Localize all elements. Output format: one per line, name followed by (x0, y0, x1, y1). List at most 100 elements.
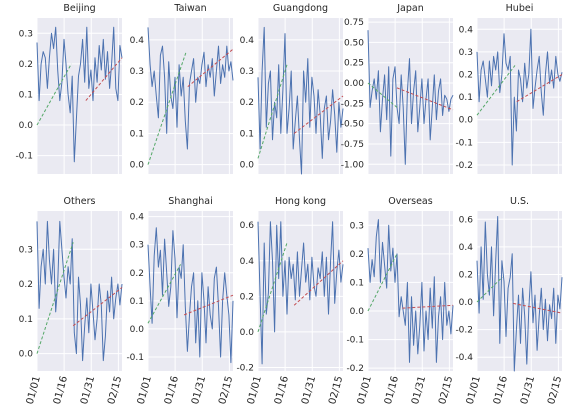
panel-title: Others (64, 196, 96, 207)
y-tick-label: 0.3 (19, 29, 33, 39)
y-tick-label: 0.0 (240, 161, 255, 171)
trend-line-early (36, 63, 72, 126)
series-line (367, 219, 454, 363)
x-tick-label: 01/31 (300, 375, 318, 406)
panel-others: 0.0 0.1 0.2 0.3 Others 01/01 01/16 01/31 02/15 (19, 196, 125, 406)
plot-area (368, 211, 453, 371)
plot-area (148, 18, 233, 174)
x-tick-label: 01/31 (79, 375, 97, 406)
y-tick-label: 0.0 (130, 325, 145, 335)
series-line (367, 30, 454, 165)
y-tick-label: -0.25 (341, 99, 364, 109)
y-tick-label: 0.0 (240, 328, 255, 338)
series-line (147, 27, 234, 150)
y-tick-label: -0.2 (236, 363, 254, 373)
panel-title: Beijing (63, 3, 95, 14)
trend-line-late (396, 87, 454, 111)
y-tick-label: -0.75 (341, 140, 364, 150)
y-tick-label: -0.50 (341, 120, 365, 130)
y-tick-label: 0.2 (130, 269, 144, 279)
trend-line-early (257, 64, 288, 159)
y-tick-label: 0.2 (459, 270, 473, 280)
y-tick-label: 0.75 (344, 18, 364, 28)
x-tick-label: 02/15 (546, 375, 564, 406)
y-tick-label: 0.4 (459, 243, 474, 253)
x-tick-label: 01/31 (519, 375, 537, 406)
y-tick-label: 0.0 (459, 116, 474, 126)
x-tick-label: 01/16 (383, 375, 401, 406)
x-tick-label: 01/01 (25, 375, 43, 406)
panel-u-s-: -0.4 -0.2 0.0 0.2 0.4 0.6 U.S. 01/01 01/16 01/31 0… (455, 196, 564, 406)
y-tick-label: -0.1 (126, 353, 144, 363)
y-tick-label: 0.4 (240, 257, 255, 267)
y-tick-label: 0.0 (130, 161, 145, 171)
y-tick-label: 0.2 (130, 98, 144, 108)
plot-area (477, 211, 562, 371)
trend-line-early (476, 65, 516, 116)
trend-line-early (147, 264, 181, 324)
x-tick-label: 02/15 (437, 375, 455, 406)
trend-line-early (36, 242, 74, 354)
y-tick-label: 0.0 (350, 307, 365, 317)
series-line (476, 28, 563, 166)
x-tick-label: 02/15 (217, 375, 235, 406)
y-tick-label: 0.2 (240, 98, 254, 108)
trend-line-late (183, 294, 234, 316)
y-tick-label: 0.2 (459, 71, 473, 81)
y-tick-label: -0.2 (346, 364, 364, 374)
x-tick-label: 01/16 (163, 375, 181, 406)
panel-guangdong: 0.0 0.1 0.2 0.3 0.4 Guangdong (240, 3, 344, 175)
y-tick-label: -0.1 (455, 138, 473, 148)
x-tick-label: 01/01 (246, 375, 264, 406)
y-tick-label: 0.2 (19, 60, 33, 70)
plot-area (37, 18, 122, 174)
x-tick-label: 01/16 (52, 375, 70, 406)
y-tick-label: 0.3 (240, 67, 254, 77)
trend-line-late (402, 304, 454, 309)
trend-line-early (367, 82, 398, 108)
y-tick-label: -0.1 (346, 336, 364, 346)
panel-shanghai: -0.1 0.0 0.1 0.2 0.3 0.4 Shanghai 01/01 01/16 01/… (126, 196, 235, 406)
x-tick-label: 01/16 (492, 375, 510, 406)
trend-line-early (367, 253, 398, 312)
plot-area (258, 18, 343, 174)
x-tick-label: 01/16 (273, 375, 291, 406)
y-tick-label: 0.3 (19, 245, 33, 255)
y-tick-label: 0.1 (19, 315, 33, 325)
y-tick-label: 0.4 (240, 36, 255, 46)
series-line (36, 220, 123, 362)
y-tick-label: 0.1 (459, 93, 473, 103)
y-tick-label: 0.1 (240, 129, 254, 139)
y-tick-label: 0.3 (459, 48, 473, 58)
plot-area (258, 211, 343, 371)
y-tick-label: 0.1 (130, 129, 144, 139)
y-tick-label: 0.4 (130, 213, 145, 223)
y-tick-label: 0.2 (350, 250, 364, 260)
y-tick-label: 0.6 (459, 215, 474, 225)
trend-line-late (293, 260, 344, 306)
series-line (36, 26, 123, 163)
panel-title: Taiwan (173, 3, 206, 14)
y-tick-label: 0.3 (350, 221, 364, 231)
x-tick-label: 02/15 (327, 375, 345, 406)
x-tick-label: 01/31 (410, 375, 428, 406)
y-tick-label: 0.3 (130, 67, 144, 77)
trend-line-late (293, 95, 344, 134)
trend-line-early (476, 276, 503, 303)
y-tick-label: 0.1 (350, 278, 364, 288)
y-tick-label: 0.00 (344, 79, 364, 89)
series-line (257, 26, 344, 175)
y-tick-label: -1.00 (341, 160, 365, 170)
panel-title: Guangdong (273, 3, 328, 14)
panel-overseas: -0.2 -0.1 0.0 0.1 0.2 0.3 Overseas 01/01 01/16 01… (346, 196, 455, 406)
panel-hong-kong: -0.2 0.0 0.2 0.4 0.6 Hong kong 01/01 01/16 01/31… (236, 196, 345, 406)
y-tick-label: 0.0 (19, 350, 34, 360)
x-tick-label: 02/15 (106, 375, 124, 406)
y-tick-label: 0.1 (130, 297, 144, 307)
panel-title: Japan (396, 3, 424, 14)
y-tick-label: 0.1 (19, 90, 33, 100)
panel-title: Hong kong (275, 196, 326, 207)
trend-line-early (257, 242, 288, 333)
trend-line-late (72, 287, 123, 327)
